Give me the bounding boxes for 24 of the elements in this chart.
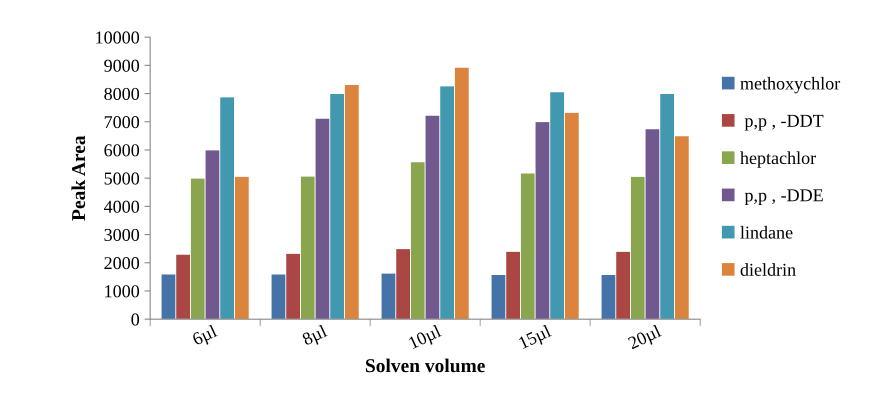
y-tick-label: 0 — [131, 313, 140, 326]
y-tick-label: 1000 — [105, 285, 140, 298]
legend-label: heptachlor — [740, 151, 816, 168]
y-tick-label: 3000 — [104, 228, 140, 242]
legend-label: p,p , -DDT — [744, 114, 824, 131]
y-axis-title: Peak Area — [71, 136, 86, 221]
y-tick-label: 7000 — [104, 116, 140, 128]
legend-label: p,p , -DDE — [744, 189, 823, 206]
x-tick-label: 20µl — [627, 324, 664, 353]
x-tick-label: 10µl — [408, 324, 444, 352]
y-tick-label: 2000 — [104, 257, 140, 270]
x-axis-title: Solven volume — [366, 358, 485, 372]
x-tick-label: 6µl — [191, 324, 220, 349]
legend-label: dieldrin — [740, 263, 796, 276]
y-tick-label: 8000 — [104, 88, 140, 100]
x-tick-label: 8µl — [301, 324, 330, 349]
legend-label: lindane — [740, 226, 792, 239]
y-tick-label: 9000 — [104, 60, 140, 72]
x-tick-label: 15µl — [518, 324, 554, 352]
y-tick-label: 5000 — [104, 172, 140, 185]
legend-label: methoxychlor — [740, 76, 840, 94]
y-tick-label: 4000 — [104, 200, 140, 213]
y-tick-label: 10000 — [96, 31, 140, 44]
y-tick-label: 6000 — [104, 144, 140, 156]
